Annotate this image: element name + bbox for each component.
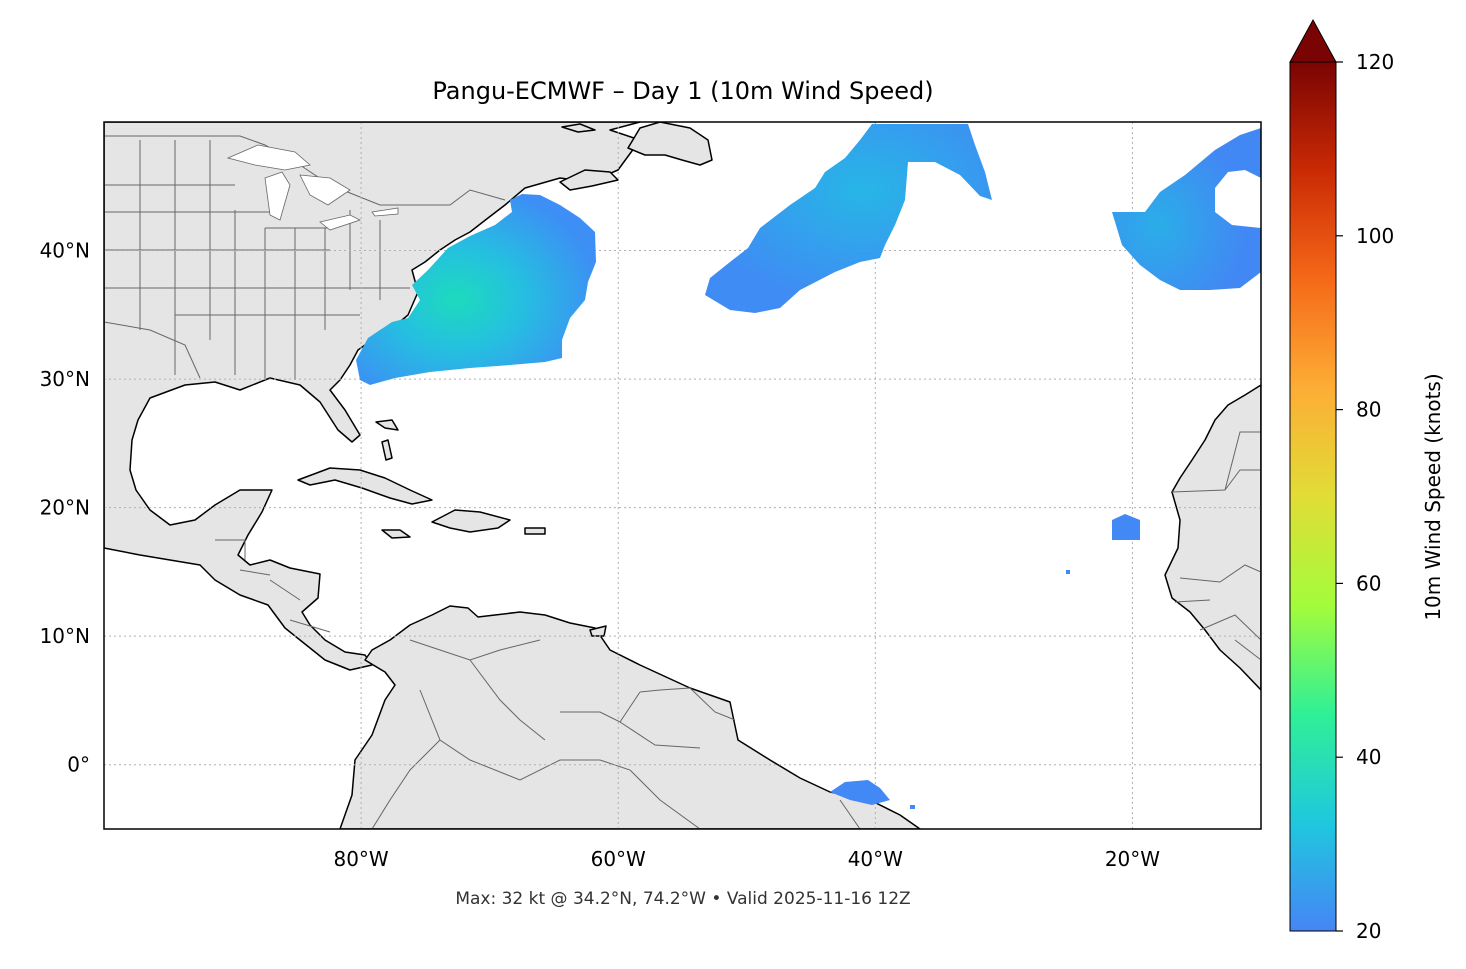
lat-tick-label: 40°N <box>40 239 90 263</box>
lon-tick-label: 20°W <box>1105 847 1160 871</box>
lat-tick-label: 30°N <box>40 367 90 391</box>
lat-tick-label: 20°N <box>40 496 90 520</box>
map-area <box>104 122 1261 829</box>
colorbar-ticks: 20 40 60 80 100 120 <box>1336 50 1394 943</box>
bahamas-land-2 <box>381 439 393 461</box>
africa-borders <box>1171 431 1261 661</box>
nova-scotia-land <box>559 169 619 191</box>
colorbar: 20 40 60 80 100 120 10m Wind Speed (knots) <box>1289 18 1445 943</box>
lon-tick-label: 60°W <box>591 847 646 871</box>
colorbar-tick-label: 80 <box>1356 398 1381 422</box>
colorbar-gradient <box>1290 62 1336 931</box>
jamaica-land <box>381 529 411 539</box>
wind-region-ne-brazil <box>830 780 890 805</box>
lake-superior <box>226 144 311 171</box>
colorbar-extend-max-arrow <box>1289 18 1337 63</box>
longitude-labels: 80°W 60°W 40°W 20°W <box>333 847 1160 871</box>
colorbar-tick-label: 60 <box>1356 571 1381 595</box>
wind-region-northeast-atlantic <box>1112 128 1261 290</box>
wind-speck-ne-brazil <box>910 805 915 809</box>
newfoundland-land <box>627 122 713 166</box>
map-frame <box>103 121 1262 830</box>
bahamas-land <box>375 419 399 431</box>
wind-speck-east-atlantic <box>1066 570 1070 574</box>
cuba-land <box>297 467 433 505</box>
wind-speed-field <box>356 124 1261 809</box>
lake-erie <box>319 214 362 231</box>
max-wind-footer: Max: 32 kt @ 34.2°N, 74.2°W • Valid 2025… <box>455 889 910 909</box>
lake-ontario <box>371 207 399 217</box>
lon-tick-label: 40°W <box>848 847 903 871</box>
wind-region-central-atlantic <box>705 124 992 313</box>
puerto-rico-land <box>524 527 546 535</box>
colorbar-tick-label: 20 <box>1356 919 1381 943</box>
colorbar-tick-label: 120 <box>1356 50 1394 74</box>
mexico-central-america-borders <box>215 539 331 633</box>
lake-huron <box>299 174 351 206</box>
south-america-borders <box>371 639 861 829</box>
latitude-labels: 40°N 30°N 20°N 10°N 0° <box>40 239 90 777</box>
colorbar-tick-label: 40 <box>1356 745 1381 769</box>
africa-land <box>1164 384 1261 691</box>
colorbar-outline <box>1289 61 1337 932</box>
south-america-land <box>339 605 921 829</box>
wind-region-us-east-coast <box>356 194 596 385</box>
lat-tick-label: 10°N <box>40 624 90 648</box>
wind-region-west-africa <box>1112 514 1140 540</box>
colorbar-label: 10m Wind Speed (knots) <box>1421 373 1445 620</box>
land-layer <box>104 122 1261 829</box>
us-state-borders <box>104 140 410 380</box>
great-lakes <box>226 144 399 231</box>
lat-tick-label: 0° <box>67 753 90 777</box>
colorbar-tick-label: 100 <box>1356 224 1394 248</box>
gulf-island-land <box>561 123 596 133</box>
lake-michigan <box>264 171 291 221</box>
chart-title: Pangu-ECMWF – Day 1 (10m Wind Speed) <box>432 77 933 105</box>
us-mexico-border <box>104 321 201 379</box>
lon-tick-label: 80°W <box>333 847 388 871</box>
hispaniola-land <box>431 509 511 533</box>
